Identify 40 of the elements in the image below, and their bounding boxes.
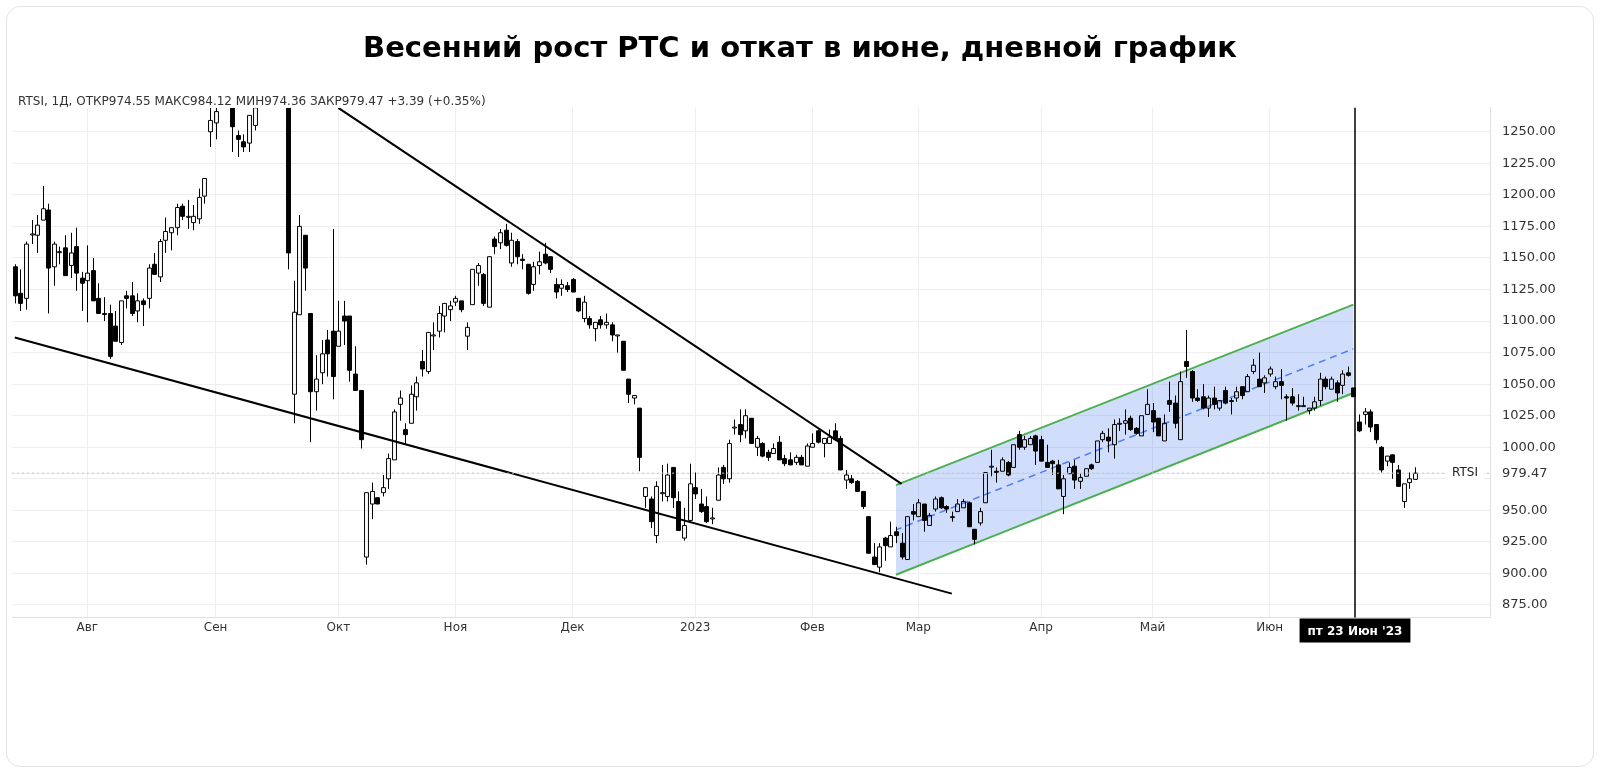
- candlestick: [866, 516, 871, 554]
- candlestick: [643, 487, 648, 509]
- y-tick-label: 900.00: [1502, 564, 1548, 580]
- y-tick-label: 1150.00: [1502, 249, 1556, 265]
- x-tick-label: пт 23 Июн '23: [1307, 623, 1403, 638]
- candlestick: [989, 449, 994, 477]
- x-tick-label: Мар: [905, 619, 931, 634]
- y-tick-label: 1075.00: [1502, 343, 1556, 359]
- candlestick: [465, 321, 470, 351]
- y-tick-label: 1200.00: [1502, 186, 1556, 202]
- x-tick-label: Май: [1139, 619, 1166, 634]
- y-tick-label: 1100.00: [1502, 312, 1556, 328]
- y-tick-label: 875.00: [1502, 596, 1548, 612]
- candlestick: [398, 389, 403, 422]
- x-tick-label: Июн: [1256, 619, 1284, 634]
- x-tick-label: Авг: [76, 619, 99, 634]
- chart-subtitle: RTSI, 1Д, ОТКР974.55 МАКС984.12 МИН974.36 ЗАКР979.47 +3.39 (+0.35%): [18, 94, 486, 108]
- x-tick-label: 2023: [679, 619, 711, 634]
- candlestick: [381, 474, 386, 497]
- candlestick: [1095, 440, 1100, 463]
- y-tick-label: 1125.00: [1502, 280, 1556, 296]
- y-tick-label: 1000.00: [1502, 438, 1556, 454]
- x-tick-label: Ноя: [443, 619, 468, 634]
- x-tick-label: Сен: [203, 619, 228, 634]
- y-tick-label: 1050.00: [1502, 375, 1556, 391]
- y-tick-label: 979.47: [1502, 464, 1548, 480]
- y-tick-label: 1250.00: [1502, 123, 1556, 139]
- ref-line-label: RTSI: [1452, 465, 1478, 480]
- x-tick-label: Окт: [326, 619, 351, 634]
- candlestick: [983, 471, 988, 504]
- y-tick-label: 1225.00: [1502, 154, 1556, 170]
- y-tick-label: 950.00: [1502, 501, 1548, 517]
- y-tick-label: 925.00: [1502, 533, 1548, 549]
- chart-title: Весенний рост РТС и откат в июне, дневной график: [362, 30, 1238, 64]
- y-tick-label: 1025.00: [1502, 407, 1556, 423]
- x-tick-label: Дек: [560, 619, 585, 634]
- x-tick-label: Фев: [799, 619, 825, 634]
- y-tick-label: 1175.00: [1502, 217, 1556, 233]
- candlestick: [236, 130, 241, 158]
- x-tick-label: Апр: [1029, 619, 1053, 634]
